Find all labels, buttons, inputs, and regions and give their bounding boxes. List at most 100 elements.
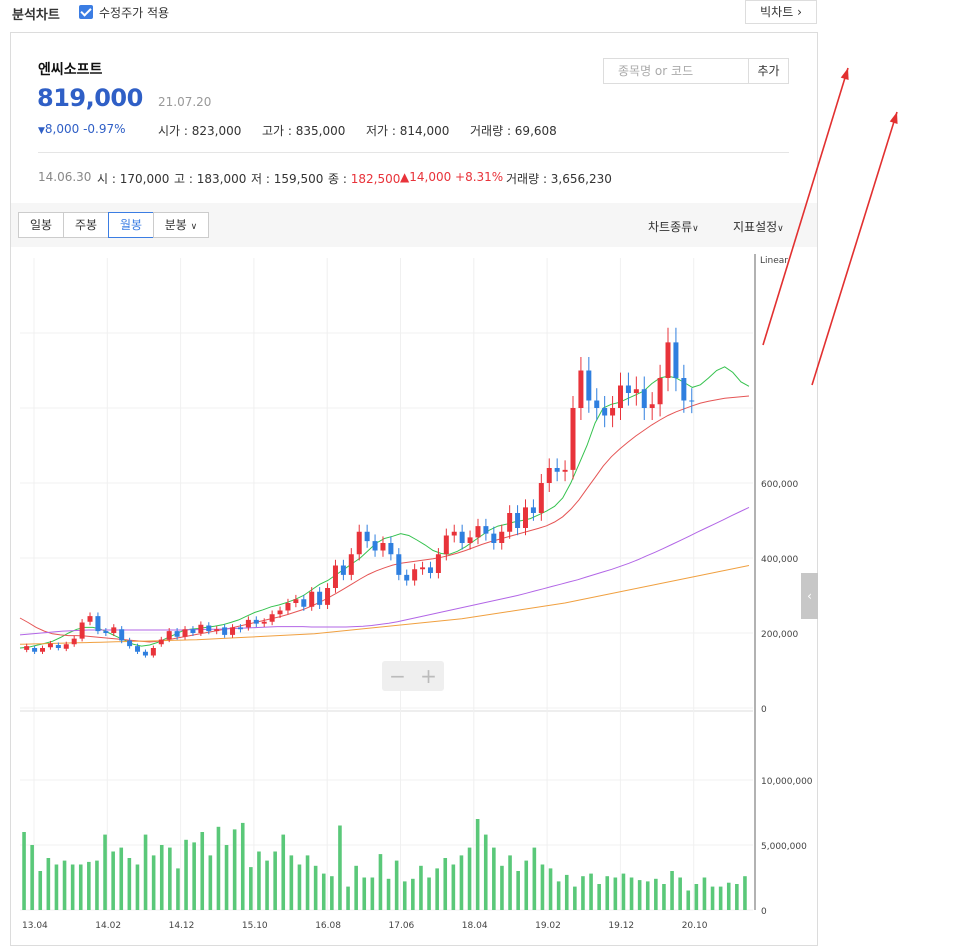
volume-bar [95, 860, 99, 910]
adjusted-price-checkbox[interactable] [79, 5, 93, 19]
volume-bar [581, 876, 585, 910]
volume-bar [540, 864, 545, 910]
big-chart-label: 빅차트 [760, 5, 794, 19]
adjusted-price-label[interactable]: 수정주가 적용 [99, 6, 170, 20]
candle-body [388, 543, 394, 555]
volume-bar [589, 873, 593, 910]
volume-bar [556, 881, 561, 910]
volume-bar [216, 826, 221, 910]
zoom-in-button[interactable]: + [420, 664, 437, 688]
open-stat: 시가 : 823,000 [158, 124, 242, 138]
history-low: 저 : 159,500 [251, 172, 324, 186]
candle-body [214, 629, 220, 632]
volume-label: 거래량 [470, 124, 504, 138]
candle-body [499, 531, 505, 543]
candle-body [356, 531, 362, 555]
candle-body [491, 533, 497, 543]
arrow-head [840, 68, 849, 80]
history-high-value: 183,000 [196, 172, 247, 186]
candle-body [40, 648, 46, 652]
x-tick-label: 19.12 [608, 921, 634, 931]
candle-body [190, 629, 196, 633]
candle-body [657, 378, 663, 405]
add-stock-button[interactable]: 추가 [748, 58, 789, 84]
candle-body [301, 599, 307, 607]
volume-bar [281, 834, 286, 910]
volume-bar [629, 877, 634, 910]
big-chart-button[interactable]: 빅차트 › [745, 0, 817, 24]
volume-bar [143, 834, 148, 910]
candle-body [554, 468, 560, 472]
volume-bar [176, 868, 180, 910]
candle-body [404, 574, 410, 581]
history-open-value: 170,000 [119, 172, 170, 186]
volume-bar [435, 868, 439, 910]
volume-bar [573, 886, 577, 910]
candle-body [483, 526, 489, 534]
volume-bar [208, 855, 213, 910]
volume-bar [524, 860, 529, 910]
x-tick-label: 13.04 [22, 921, 48, 931]
scale-label: Linear [760, 256, 788, 266]
history-open-label: 시 [97, 172, 109, 186]
volume-bar [467, 847, 472, 910]
annotation-arrows [762, 67, 898, 386]
history-change: ▲14,000 +8.31% [400, 170, 503, 184]
candle-body [372, 541, 378, 551]
zoom-out-button[interactable]: − [389, 664, 406, 688]
candle-body [111, 627, 117, 633]
candle-body [222, 627, 228, 635]
candle-body [32, 648, 38, 652]
volume-bar [168, 847, 172, 910]
candle-body [158, 639, 164, 645]
volume-bar [78, 864, 83, 910]
history-high-label: 고 [174, 172, 186, 186]
price-tick-label: 400,000 [761, 555, 798, 565]
volume-bar [726, 882, 731, 910]
volume-bar [394, 860, 399, 910]
volume-tick-label: 0 [761, 907, 767, 917]
open-value: 823,000 [191, 124, 242, 138]
tab-monthly[interactable]: 월봉 [108, 212, 154, 238]
candle-body [245, 619, 251, 628]
candle-body [332, 565, 338, 588]
tab-weekly[interactable]: 주봉 [63, 212, 109, 238]
candle-body [325, 588, 331, 605]
volume-bar [330, 876, 334, 910]
volume-bar [321, 873, 326, 910]
volume-bar [605, 876, 610, 910]
volume-bar [159, 845, 164, 910]
annotation-arrow [762, 67, 849, 346]
volume-bar [151, 855, 156, 910]
ma-line-ma60 [19, 506, 750, 636]
chart-panel [10, 32, 818, 946]
volume-bar [30, 845, 34, 910]
collapse-panel-button[interactable]: ‹ [801, 573, 818, 619]
candle-body [174, 631, 180, 637]
down-arrow-icon: ▼ [38, 126, 45, 136]
candle-body [277, 610, 283, 615]
history-high: 고 : 183,000 [174, 172, 247, 186]
volume-bar [346, 886, 350, 910]
price-change-text: 8,000 -0.97% [44, 122, 126, 136]
candle-body [610, 408, 616, 416]
volume-bar [265, 860, 269, 910]
candle-body [285, 603, 291, 611]
volume-bar [192, 842, 196, 910]
candle-body [673, 342, 679, 378]
tab-minute[interactable]: 분봉 ∨ [153, 212, 209, 238]
indicator-label: 지표설정 [733, 220, 778, 234]
price-tick-label: 200,000 [761, 630, 798, 640]
low-stat: 저가 : 814,000 [366, 124, 450, 138]
volume-bar [718, 886, 723, 910]
candle-body [522, 507, 528, 528]
open-label: 시가 [158, 124, 181, 138]
indicator-menu[interactable]: 지표설정∨ [733, 218, 784, 235]
candle-body [206, 625, 212, 632]
chevron-right-icon: › [797, 5, 802, 19]
volume-bar [297, 864, 302, 910]
x-tick-label: 14.02 [95, 921, 121, 931]
chart-type-menu[interactable]: 차트종류∨ [648, 218, 699, 235]
volume-bar [662, 884, 666, 910]
